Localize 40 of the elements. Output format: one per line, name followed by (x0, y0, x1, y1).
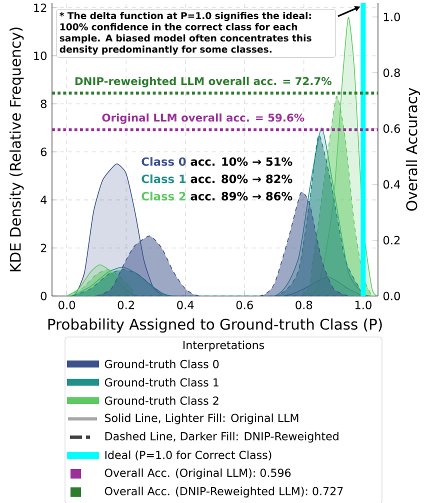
annotation: * The delta function at P=1.0 signifies the ideal: 100% confidence in the correct class for each sample. A biased model often concentrates this density predominantly for some classes. (60, 12, 312, 55)
x-tick-label: 0.6 (236, 300, 253, 310)
ref-line-label: Original LLM overall acc. = 59.6% (102, 113, 304, 124)
x-tick-label: 1.0 (355, 300, 372, 310)
x-axis-title: Probability Assigned to Ground-truth Class (P) (48, 318, 382, 333)
ref-line-label: DNIP-reweighted LLM overall acc. = 72.7% (75, 76, 332, 88)
annotation: acc. 80% → 82% (190, 174, 292, 184)
y2-tick-label: 0.4 (383, 180, 400, 189)
text: Dashed Line, Darker Fill: DNIP-Reweighted (105, 432, 338, 443)
y2-tick-label: 1.0 (384, 12, 400, 22)
text: Solid Line, Lighter Fill: Original LLM (104, 414, 298, 424)
legend-label: Ground-truth Class 1 (104, 378, 218, 387)
x-tick-label: 0.4 (177, 300, 194, 310)
y-tick-label: 4 (40, 196, 47, 204)
annotation: acc. 10% → 51% (190, 157, 292, 166)
annotation: Class 2 (142, 192, 186, 200)
y-tick-label: 2 (40, 244, 46, 252)
y-tick-label: 12 (34, 4, 46, 12)
x-tick-label: 0.0 (58, 300, 76, 310)
x-tick-label: 0.8 (296, 300, 312, 310)
y-tick-label: 8 (40, 100, 47, 108)
legend-label: Ground-truth Class 2 (104, 396, 218, 405)
text: Overall Acc. (Original LLM): 0.596 (104, 468, 291, 480)
y2-tick-label: 0.8 (383, 68, 400, 78)
y2-tick-label: 0.6 (383, 124, 400, 133)
y-tick-label: 0 (40, 292, 47, 300)
y-axis-title: KDE Density (Relative Frequency) (10, 28, 24, 272)
annotation: Class 1 (142, 174, 186, 184)
annotation: Class 0 (142, 157, 186, 166)
y-tick-label: 10 (34, 52, 47, 60)
legend-title: Interpretations (183, 340, 264, 352)
x-tick-label: 0.2 (118, 300, 134, 310)
y2-tick-label: 0.2 (383, 236, 400, 244)
legend-label: Ideal (P=1.0 for Correct Class) (105, 450, 272, 460)
text: Overall Acc. (DNIP-Reweighted LLM): 0.727 (104, 486, 343, 498)
y-tick-label: 6 (40, 148, 47, 156)
legend-label: Ground-truth Class 0 (104, 360, 219, 368)
annotation: acc. 89% → 86% (190, 192, 292, 200)
y2-axis-title: Overall Accuracy (406, 88, 420, 211)
y2-tick-label: 0.0 (383, 292, 400, 300)
